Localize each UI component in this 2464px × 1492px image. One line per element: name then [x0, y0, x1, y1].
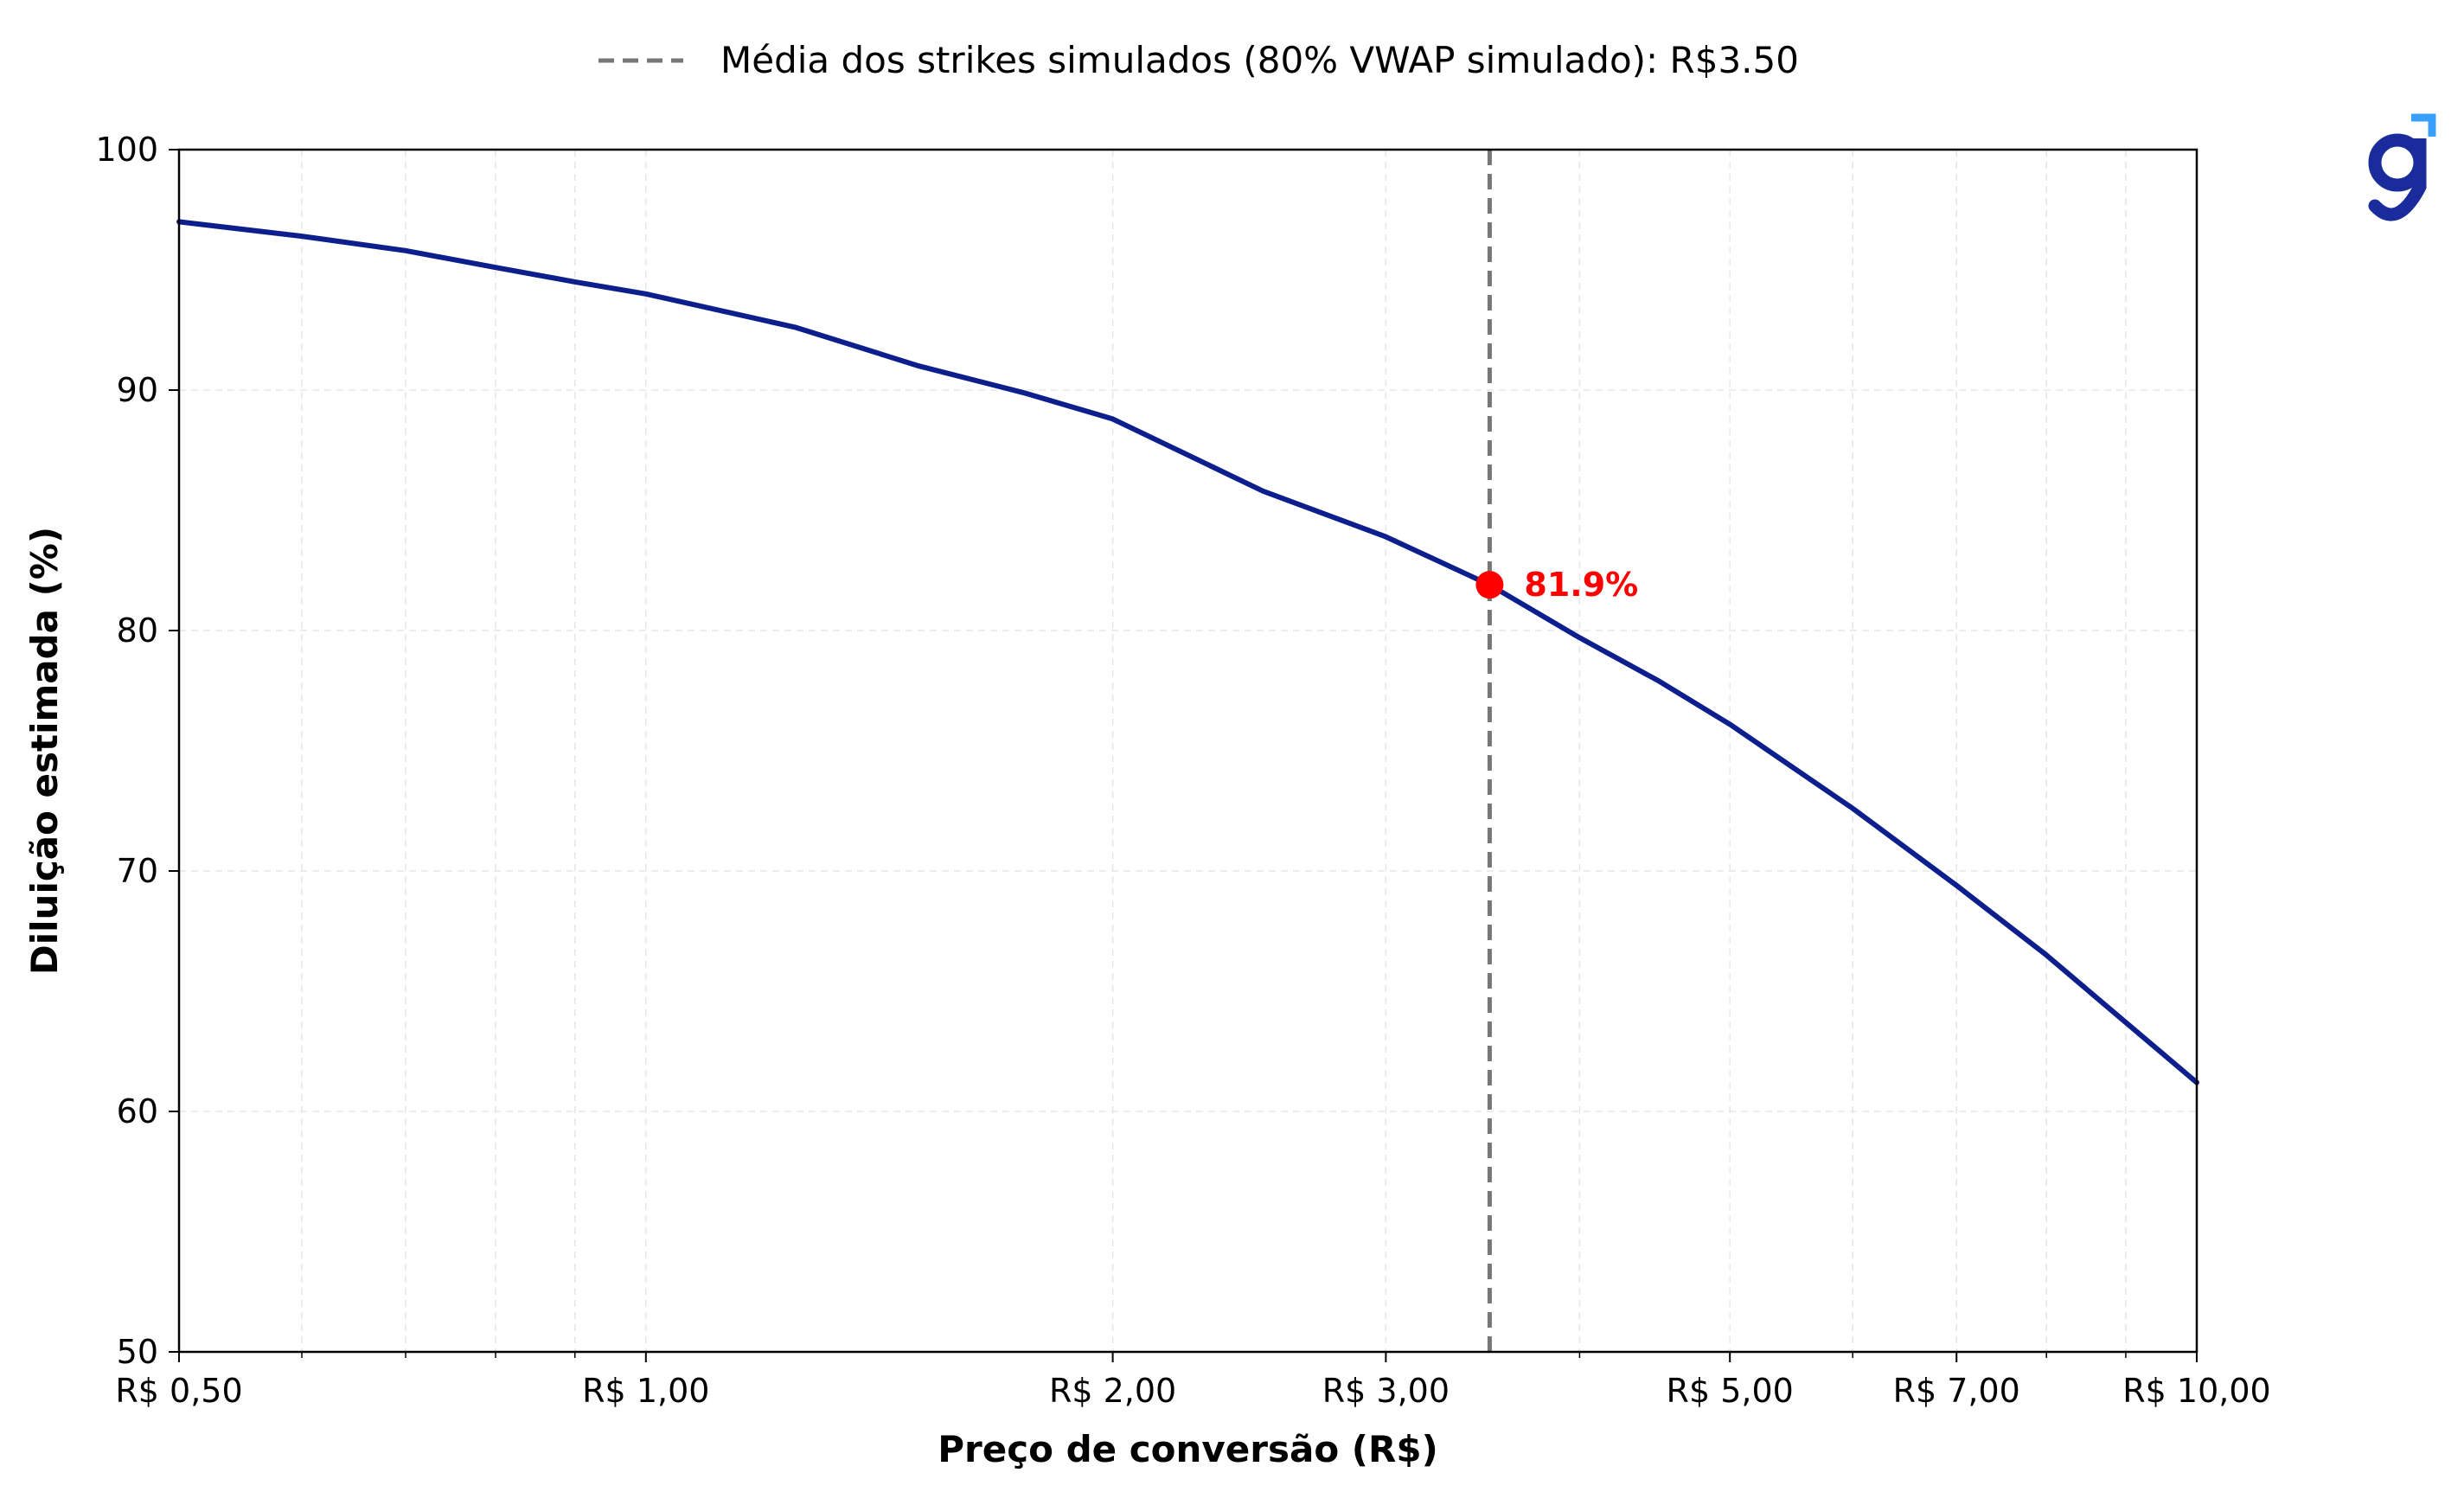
highlight-point-label: 81.9% — [1524, 566, 1638, 604]
x-axis-label: Preço de conversão (R$) — [938, 1428, 1438, 1470]
grid — [178, 149, 2198, 1353]
logo-bowl — [2368, 133, 2427, 192]
highlight-point — [1475, 571, 1504, 599]
series-line — [176, 219, 2199, 1085]
logo-accent — [2411, 113, 2436, 137]
y-tick-label: 50 — [117, 1333, 158, 1371]
y-tick-label: 80 — [117, 612, 158, 650]
x-tick-label: R$ 3,00 — [1322, 1372, 1450, 1410]
logo-tail — [2368, 180, 2427, 221]
y-tick-label: 90 — [117, 371, 158, 409]
y-tick-label: 60 — [117, 1092, 158, 1130]
plot-frame — [177, 148, 2198, 1354]
x-tick-label: R$ 5,00 — [1667, 1372, 1794, 1410]
x-tick-label: R$ 7,00 — [1893, 1372, 2020, 1410]
x-tick-label: R$ 0,50 — [115, 1372, 242, 1410]
ticks: 50 60 70 80 90 100 R$ 0,50 R$ 1,00 R$ 2,00 R$ 3,0… — [95, 131, 2270, 1410]
y-tick-label: 100 — [95, 131, 158, 169]
plot-frame-rect — [177, 148, 2198, 1354]
legend-label-reference-line: Média dos strikes simulados (80% VWAP si… — [720, 39, 1799, 81]
series-layer: 81.9% — [176, 219, 2199, 1085]
g-logo-icon — [2368, 113, 2436, 221]
y-axis-label: Diluição estimada (%) — [23, 527, 66, 975]
legend: Média dos strikes simulados (80% VWAP si… — [598, 39, 1799, 81]
y-tick-label: 70 — [117, 852, 158, 890]
x-tick-label: R$ 2,00 — [1049, 1372, 1176, 1410]
x-tick-label: R$ 10,00 — [2122, 1372, 2270, 1410]
x-tick-label: R$ 1,00 — [582, 1372, 709, 1410]
